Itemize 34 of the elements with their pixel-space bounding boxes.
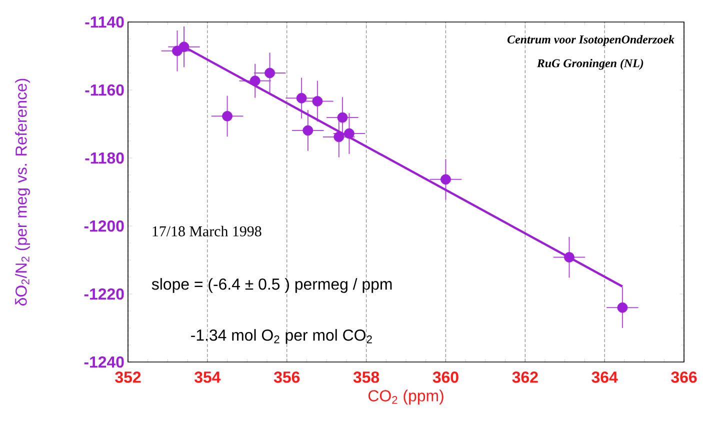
point [250,76,260,86]
point [617,302,628,313]
point [440,174,451,185]
point [178,42,190,52]
x-axis-title: CO$_{2}$ (ppm) [368,390,444,405]
y-tick-label: -1200 [84,220,124,232]
point [344,128,354,139]
point [312,96,323,106]
x-tick-label: 364 [592,372,618,383]
x-tick-label: 356 [274,372,300,383]
x-tick-label: 358 [353,372,380,383]
point [222,110,232,122]
y-tick-label: -1180 [85,152,124,164]
y-tick-label: -1160 [85,84,124,96]
y-axis-title: δO$_{2}$/N$_{2}$ (per meg vs. Reference) [15,78,30,306]
point [334,132,344,142]
point [564,252,574,262]
x-tick-label: 362 [512,372,538,383]
point [302,125,314,136]
x-tick-label: 352 [115,372,141,383]
y-tick-label: -1240 [84,356,124,368]
x-tick-label: 366 [671,372,697,383]
annotation: Centrum voor IsotopenOnderzoek [507,35,674,46]
x-tick-label: 354 [194,372,221,383]
annotation: -1.34 mol O$_{2}$ per mol CO$_{2}$ [191,329,372,344]
point [296,92,307,104]
y-tick-label: -1140 [85,16,124,28]
y-tick-label: -1220 [84,288,124,300]
x-tick-label: 360 [432,372,458,383]
annotation: slope = (-6.4 ± 0.5 ) permeg / ppm [152,278,392,293]
annotation: RuG Groningen (NL) [536,58,644,70]
point [337,112,348,123]
annotation: 17/18 March 1998 [152,226,262,236]
point [264,68,275,78]
